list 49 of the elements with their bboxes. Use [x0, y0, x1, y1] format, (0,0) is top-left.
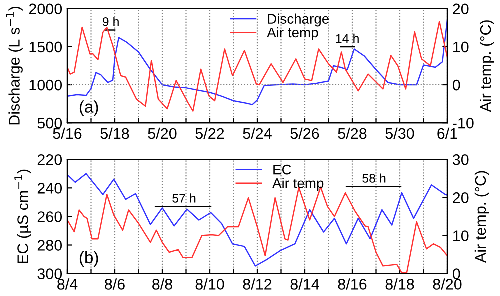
x-tick-label: 5/16 — [53, 128, 82, 140]
legend-label: Air temp — [267, 27, 318, 40]
y2-tick-label: 10 — [454, 42, 469, 53]
x-tick-label: 8/4 — [58, 278, 78, 290]
x-tick-label: 8/10 — [196, 278, 224, 290]
annotation: 9 h — [102, 17, 119, 26]
x-tick-label: 5/30 — [386, 128, 414, 140]
y2-tick-label: 30 — [452, 154, 469, 166]
y-tick-label: 220 — [38, 154, 62, 166]
x-tick-label: 5/24 — [243, 128, 272, 140]
y2-axis-title: Air temp. (°C) — [480, 20, 494, 112]
annotation: (b) — [80, 251, 98, 267]
annotation: 58 h — [362, 174, 386, 183]
x-tick-label: 5/28 — [338, 128, 367, 140]
x-tick-label: 5/26 — [290, 128, 320, 140]
x-tick-label: 8/12 — [243, 278, 272, 290]
y2-tick-label: 20 — [453, 192, 469, 204]
x-tick-label: 5/22 — [196, 128, 224, 140]
y2-axis-title: Air temp. (°C) — [474, 171, 490, 264]
y2-tick-label: 0 — [452, 80, 460, 91]
legend-label: Air temp — [272, 178, 324, 192]
y-tick-label: 260 — [38, 212, 62, 222]
y2-tick-label: 0 — [452, 268, 460, 280]
x-tick-label: 8/8 — [152, 278, 172, 290]
y2-tick-label: -10 — [453, 118, 474, 129]
legend-label: EC — [274, 164, 292, 175]
y2-tick-label: 20 — [453, 4, 469, 15]
y-tick-label: 2000 — [29, 4, 62, 15]
x-tick-label: 8/14 — [290, 278, 320, 290]
legend-label: Discharge — [268, 14, 330, 27]
annotation: 57 h — [172, 194, 196, 203]
x-tick-label: 8/20 — [433, 278, 462, 290]
x-tick-label: 8/6 — [105, 278, 125, 290]
y2-tick-label: 10 — [454, 230, 469, 242]
y-tick-label: 280 — [38, 240, 62, 251]
y-tick-label: 240 — [38, 183, 62, 194]
x-tick-label: 8/16 — [338, 278, 367, 290]
y-axis-title: Discharge (L s$^{−1}$) — [6, 6, 23, 125]
y-tick-label: 500 — [38, 118, 62, 129]
annotation: 14 h — [336, 34, 359, 43]
x-tick-label: 5/18 — [100, 128, 130, 140]
annotation: (a) — [80, 100, 98, 116]
y-tick-label: 300 — [38, 268, 62, 280]
x-tick-label: 5/20 — [148, 128, 177, 140]
y-tick-label: 1000 — [30, 80, 62, 91]
x-tick-label: 6/1 — [438, 128, 458, 140]
y-tick-label: 1500 — [30, 42, 62, 53]
y-axis-title: EC (µS cm$^{−1}$) — [14, 170, 32, 264]
x-tick-label: 8/18 — [386, 278, 414, 290]
